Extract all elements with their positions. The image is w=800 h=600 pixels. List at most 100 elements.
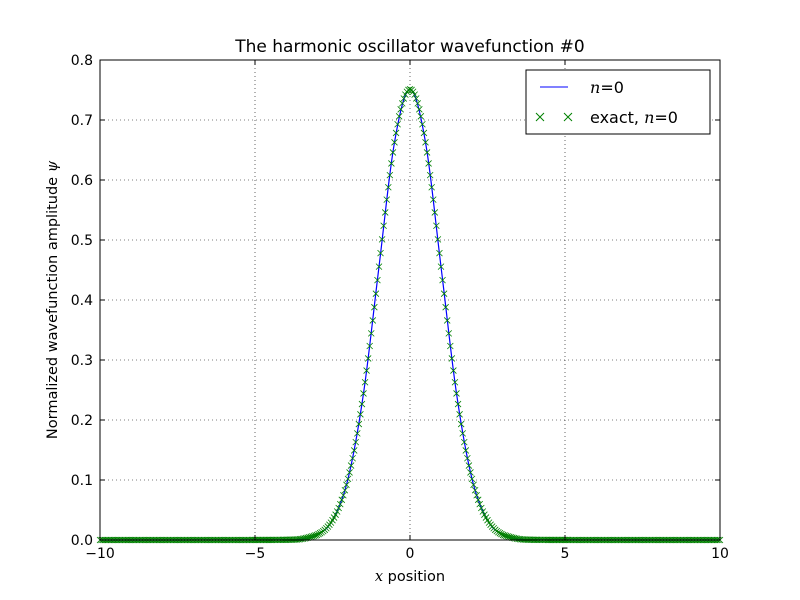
legend-entry-n0-math: n: [590, 78, 600, 97]
exact-marker: [462, 447, 470, 454]
exact-marker: [468, 475, 476, 483]
exact-marker: [428, 183, 435, 191]
exact-marker: [450, 367, 457, 374]
exact-marker: [406, 86, 414, 93]
x-tick-label: 10: [711, 546, 729, 562]
y-tick-label: 0.3: [71, 353, 93, 369]
legend: n=0 exact, n=0: [525, 69, 711, 135]
exact-marker: [394, 120, 401, 128]
legend-entry-exact-prefix: exact,: [590, 108, 644, 127]
exact-marker: [375, 263, 383, 270]
exact-marker: [457, 420, 465, 428]
y-tick-labels: 0.0 0.1 0.2 0.3 0.4 0.5 0.6 0.7 0.8: [71, 53, 93, 549]
y-tick-label: 0.0: [71, 533, 93, 549]
ticks: [99, 59, 721, 541]
exact-marker: [395, 112, 403, 120]
exact-marker: [474, 496, 482, 504]
legend-marker-swatch: [535, 112, 573, 122]
exact-marker: [355, 420, 363, 428]
x-axis-label-var: x: [375, 569, 383, 585]
exact-marker: [479, 508, 487, 515]
exact-marker: [471, 486, 479, 494]
legend-entry-n0: n=0: [590, 78, 624, 97]
exact-marker: [411, 91, 418, 98]
exact-marker: [419, 120, 426, 128]
exact-marker: [377, 249, 384, 257]
exact-marker: [366, 342, 373, 350]
y-tick-label: 0.6: [71, 173, 93, 189]
exact-marker: [454, 400, 462, 408]
exact-marker: [369, 317, 377, 324]
x-axis-label-text: position: [383, 569, 445, 585]
exact-marker: [343, 481, 350, 489]
exact-marker: [437, 263, 445, 270]
x-tick-label: 5: [561, 546, 570, 562]
exact-marker: [476, 500, 484, 508]
exact-marker: [429, 196, 437, 203]
exact-marker: [416, 105, 423, 113]
exact-marker: [389, 149, 397, 156]
exact-marker: [372, 290, 380, 297]
exact-marker: [464, 454, 471, 462]
exact-marker: [391, 139, 398, 146]
exact-marker: [378, 236, 386, 243]
exact-marker: [434, 236, 442, 243]
exact-marker: [465, 462, 473, 469]
y-axis-label-text: Normalized wavefunction amplitude: [45, 172, 61, 439]
exact-marker: [426, 171, 434, 179]
exact-marker: [367, 330, 375, 337]
exact-marker: [459, 430, 466, 437]
x-axis-label: x position: [375, 569, 445, 585]
exact-marker: [405, 86, 412, 94]
y-axis-label: Normalized wavefunction amplitude ψ: [45, 160, 61, 439]
chart-title: The harmonic oscillator wavefunction #0: [234, 37, 585, 57]
exact-marker: [470, 481, 477, 489]
exact-marker: [451, 378, 459, 386]
exact-marker: [425, 160, 432, 167]
exact-marker: [412, 95, 420, 102]
exact-marker: [467, 469, 474, 476]
exact-marker: [338, 496, 346, 504]
exact-marker: [478, 504, 485, 512]
y-tick-label: 0.4: [71, 293, 93, 309]
exact-marker: [453, 390, 460, 397]
legend-x-marker: [563, 112, 573, 122]
exact-marker: [445, 330, 453, 337]
x-tick-label: 0: [406, 546, 415, 562]
y-tick-label: 0.8: [71, 53, 93, 69]
y-tick-label: 0.5: [71, 233, 93, 249]
exact-marker: [422, 139, 429, 146]
exact-marker: [374, 276, 381, 284]
exact-marker: [460, 438, 468, 446]
exact-marker: [496, 529, 504, 537]
exact-marker: [398, 100, 406, 107]
exact-marker: [431, 209, 439, 216]
exact-marker: [440, 290, 448, 297]
exact-marker: [371, 303, 378, 311]
exact-marker: [439, 276, 446, 284]
exact-marker: [341, 486, 349, 494]
exact-marker: [392, 129, 400, 137]
y-tick-label: 0.7: [71, 113, 93, 129]
y-axis-label-var: ψ: [45, 160, 61, 172]
exact-marker: [333, 508, 341, 515]
exact-marker: [447, 342, 454, 350]
exact-marker: [358, 400, 366, 408]
exact-marker: [357, 411, 364, 418]
exact-marker: [316, 529, 324, 537]
exact-marker: [361, 378, 369, 386]
exact-marker: [354, 430, 361, 437]
exact-marker: [473, 491, 480, 499]
exact-marker: [495, 528, 502, 536]
legend-entry-exact: exact, n=0: [590, 108, 678, 127]
legend-entry-exact-suffix: =0: [654, 108, 678, 127]
exact-marker: [456, 411, 463, 418]
exact-marker: [417, 112, 425, 120]
y-tick-label: 0.1: [71, 473, 93, 489]
exact-marker: [443, 317, 451, 324]
exact-marker: [420, 129, 428, 137]
exact-marker: [423, 149, 431, 156]
exact-marker: [335, 504, 342, 512]
exact-marker: [313, 531, 321, 539]
exact-marker: [448, 355, 456, 362]
